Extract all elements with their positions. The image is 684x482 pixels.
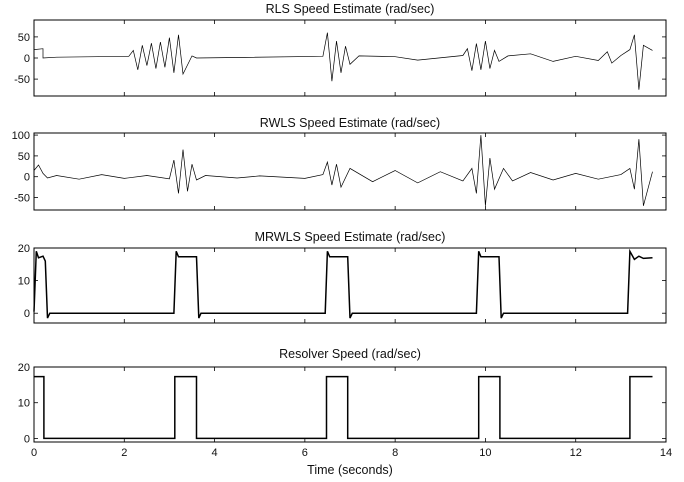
panel-title-mrwls: MRWLS Speed Estimate (rad/sec) [255, 230, 446, 244]
y-tick-label: 50 [18, 32, 30, 44]
panel-resolver: Resolver Speed (rad/sec) 0 2 4 6 8 10 12 14 0 10 2… [18, 347, 672, 459]
tick-marks-rls [33, 20, 667, 96]
x-tick-label: 0 [31, 447, 37, 459]
y-tick-label: -50 [14, 74, 30, 86]
x-tick-label: 6 [302, 447, 308, 459]
x-tick-label: 4 [212, 447, 218, 459]
axes-frame-rwls [33, 132, 667, 211]
rwls-speed-line [33, 135, 653, 206]
y-tick-label: 0 [24, 172, 30, 184]
x-tick-label: 10 [479, 447, 491, 459]
rls-speed-line [33, 32, 653, 90]
panel-title-rls: RLS Speed Estimate (rad/sec) [266, 2, 435, 16]
x-tick-label: 8 [392, 447, 398, 459]
y-tick-label: 20 [18, 362, 30, 374]
tick-labels-rwls: -50 0 50 100 [12, 130, 30, 204]
x-tick-label: 14 [660, 447, 672, 459]
resolver-speed-line [34, 375, 653, 440]
tick-labels-mrwls: 0 10 20 [18, 243, 30, 320]
panel-title-rwls: RWLS Speed Estimate (rad/sec) [260, 116, 440, 130]
tick-marks-resolver [33, 366, 667, 442]
axes-frame-rls [33, 19, 667, 97]
tick-marks-rwls [33, 133, 667, 210]
y-tick-label: -50 [14, 193, 30, 205]
y-tick-label: 0 [24, 433, 30, 445]
axes-frame-mrwls [33, 247, 667, 324]
panel-rls: RLS Speed Estimate (rad/sec) -50 0 50 [14, 2, 667, 97]
panel-rwls: RWLS Speed Estimate (rad/sec) -50 0 50 100 [12, 116, 667, 211]
y-tick-label: 10 [18, 276, 30, 288]
x-axis-label: Time (seconds) [307, 463, 393, 477]
panel-mrwls: MRWLS Speed Estimate (rad/sec) 0 10 20 [18, 230, 667, 324]
y-tick-label: 10 [18, 398, 30, 410]
panel-title-resolver: Resolver Speed (rad/sec) [279, 347, 421, 361]
x-tick-label: 12 [570, 447, 582, 459]
axes-frame-resolver [33, 366, 667, 443]
y-tick-label: 0 [24, 53, 30, 65]
x-tick-label: 2 [121, 447, 127, 459]
y-tick-label: 50 [18, 151, 30, 163]
tick-labels-resolver: 0 2 4 6 8 10 12 14 0 10 20 [18, 362, 672, 459]
y-tick-label: 100 [12, 130, 30, 142]
tick-labels-rls: -50 0 50 [14, 32, 30, 86]
y-tick-label: 20 [18, 243, 30, 255]
mrwls-speed-line [33, 248, 653, 319]
y-tick-label: 0 [24, 308, 30, 320]
